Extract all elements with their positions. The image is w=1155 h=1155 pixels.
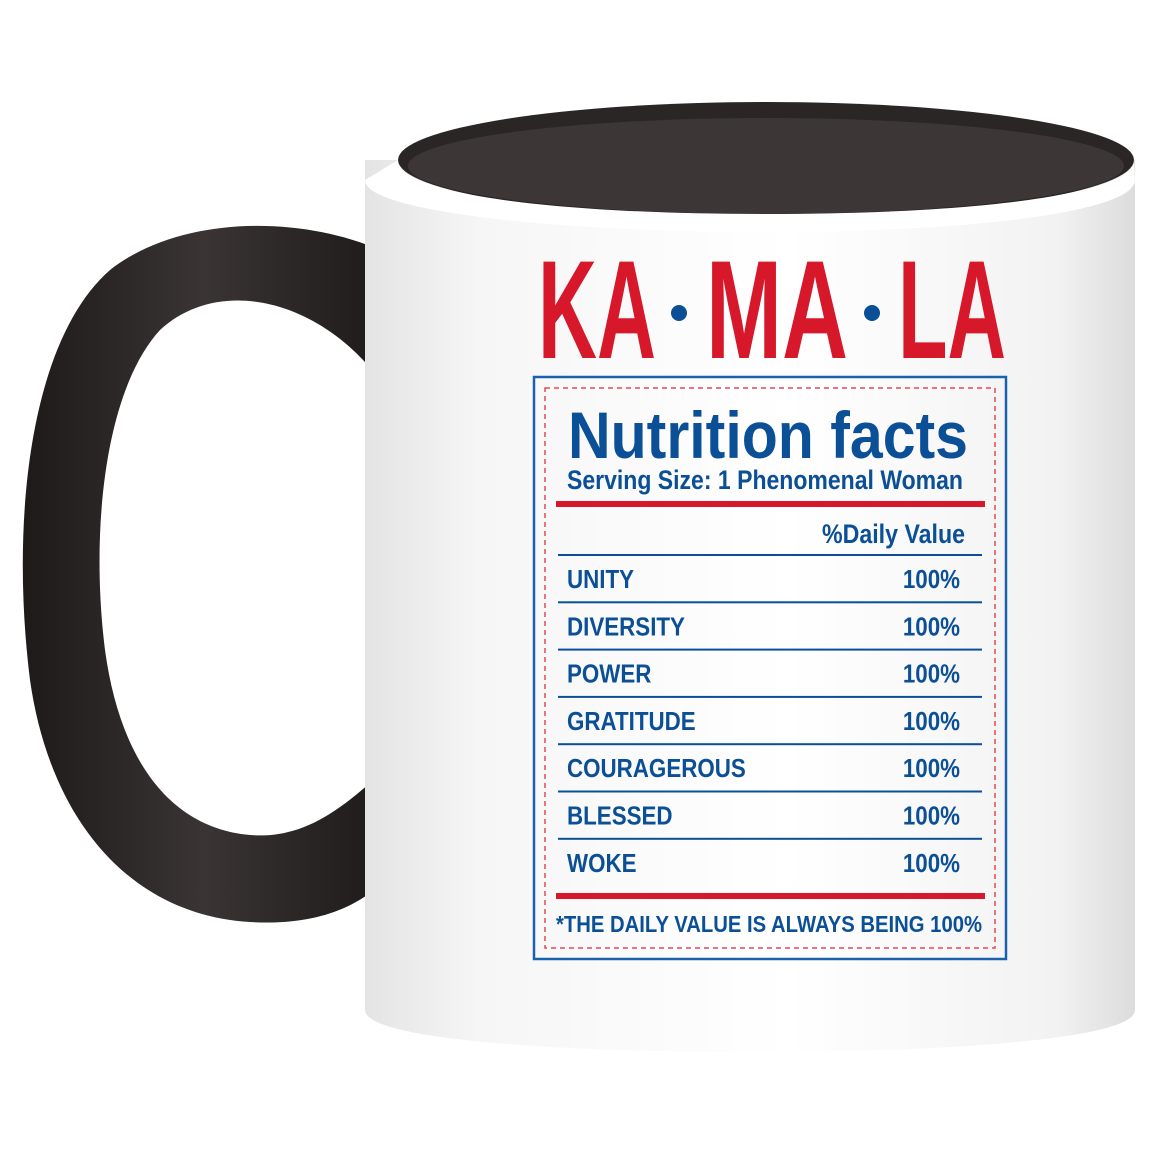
label-heading: Nutrition facts [568,398,968,472]
row-divider [558,695,982,698]
row-divider [558,837,982,840]
nutrient-value: 100% [903,849,960,878]
nutrient-row: GRATITUDE 100% [567,707,960,736]
nutrient-name: UNITY [567,565,634,594]
title-part-ma: MA [706,231,848,388]
mug-body [365,160,1135,1052]
nutrient-row: DIVERSITY 100% [567,613,960,642]
title-dot [671,305,687,321]
nutrient-row: POWER 100% [567,660,960,689]
mug-interior [408,118,1124,214]
title-dot [864,305,880,321]
row-divider [558,554,982,556]
nutrient-name: WOKE [567,849,637,878]
footnote: *THE DAILY VALUE IS ALWAYS BEING 100% [556,911,982,937]
title-part-la: LA [898,231,1006,388]
row-divider [558,648,982,651]
nutrient-value: 100% [903,565,960,594]
nutrient-row: BLESSED 100% [567,802,960,831]
serving-size: Serving Size: 1 Phenomenal Woman [567,465,963,495]
nutrient-name: COURAGEROUS [567,755,746,784]
red-divider [556,501,985,507]
row-divider [558,790,982,793]
nutrient-value: 100% [903,613,960,642]
nutrient-name: BLESSED [567,802,673,831]
nutrient-name: DIVERSITY [567,613,685,642]
red-divider [556,893,985,899]
mug-handle [22,225,385,923]
nutrient-row: WOKE 100% [567,849,960,878]
nutrient-name: POWER [567,660,651,689]
nutrient-value: 100% [903,755,960,784]
nutrient-row: COURAGEROUS 100% [567,755,960,784]
label-dashed-border [544,387,996,949]
column-header: %Daily Value [822,519,965,549]
label-border [532,375,1008,961]
nutrient-value: 100% [903,707,960,736]
nutrient-rows: UNITY 100%DIVERSITY 100%POWER 100%GRATITUDE… [558,554,982,878]
nutrient-name: GRATITUDE [567,707,696,736]
nutrient-value: 100% [903,660,960,689]
title-part-ka: KA [538,231,656,388]
row-divider [558,743,982,746]
nutrient-row: UNITY 100% [567,565,960,594]
nutrient-value: 100% [903,802,960,831]
row-divider [558,601,982,604]
rim-lip [365,160,1135,232]
